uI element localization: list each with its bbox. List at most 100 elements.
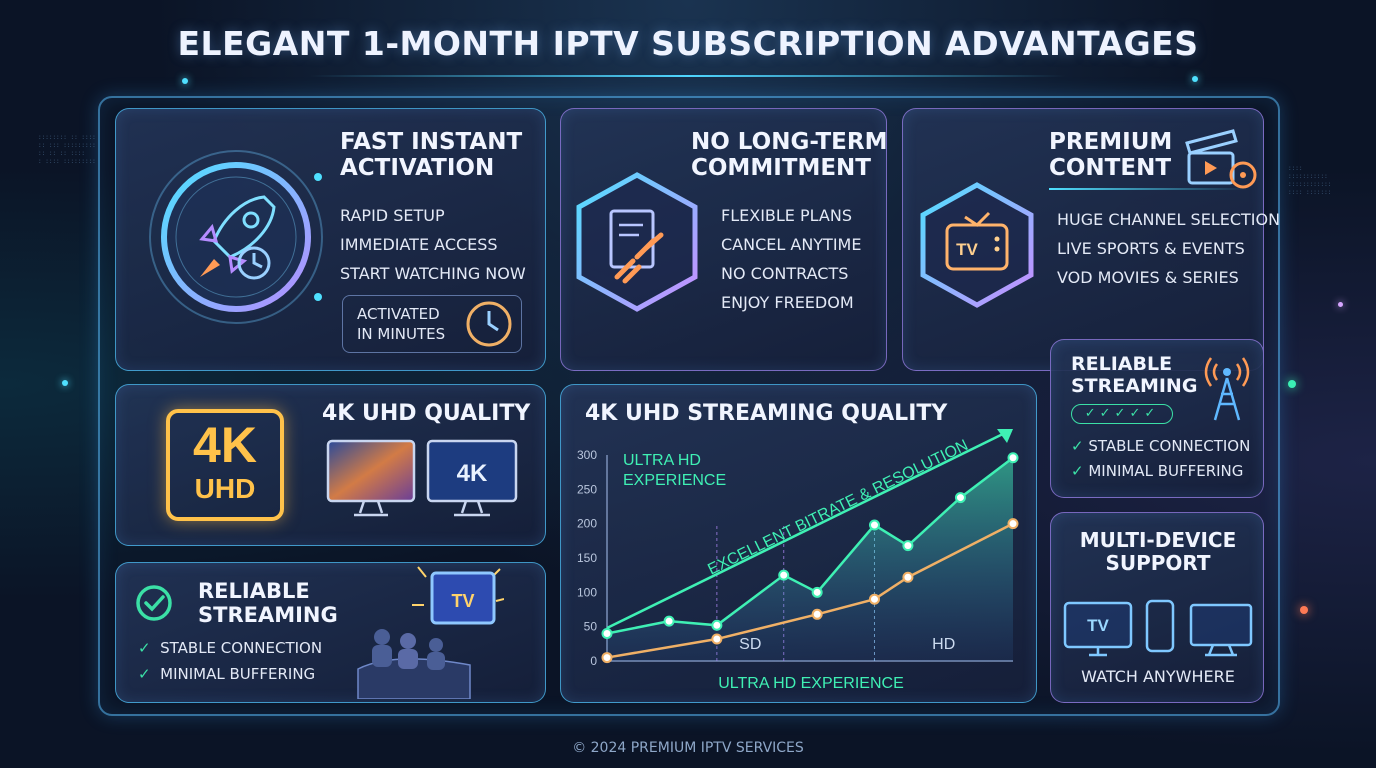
series-line xyxy=(606,522,1014,659)
commitment-panel: NO LONG-TERM COMMITMENT FLEXIBLE PLANS C… xyxy=(560,108,888,371)
list-item: HUGE CHANNEL SELECTION xyxy=(1057,210,1281,229)
reliable-left-panel: RELIABLE STREAMING ✓ STABLE CONNECTION ✓… xyxy=(115,562,546,703)
check-circle-icon xyxy=(136,585,172,621)
chart-title: 4K UHD STREAMING QUALITY xyxy=(585,401,948,426)
data-point xyxy=(811,586,823,598)
glow-dot xyxy=(62,380,68,386)
premium-title-underline xyxy=(1049,188,1249,190)
list-item: ✓ MINIMAL BUFFERING xyxy=(138,661,322,687)
y-tick-label: 150 xyxy=(577,551,597,565)
reliable-left-list: ✓ STABLE CONNECTION ✓ MINIMAL BUFFERING xyxy=(138,635,322,687)
data-point xyxy=(778,569,790,581)
main-frame xyxy=(98,96,1280,716)
deco-code-right: :::: ::::::::::: :::::::::::: :::: :::::… xyxy=(1288,165,1332,196)
data-point xyxy=(954,492,966,504)
chart-inset-label-line2: EXPERIENCE xyxy=(623,472,726,489)
premium-title: PREMIUM CONTENT xyxy=(1049,129,1172,182)
uhd-title: 4K UHD QUALITY xyxy=(322,401,531,426)
uhd-badge-bottom: UHD xyxy=(194,473,256,504)
commitment-list: FLEXIBLE PLANS CANCEL ANYTIME NO CONTRAC… xyxy=(721,201,861,317)
trend-arrow-head xyxy=(997,429,1013,443)
y-tick-label: 250 xyxy=(577,482,597,496)
activation-title-line2: ACTIVATION xyxy=(340,155,495,182)
check-icon: ✓ xyxy=(138,639,151,657)
data-point xyxy=(1007,518,1019,530)
list-item: FLEXIBLE PLANS xyxy=(721,206,852,225)
list-item: ENJOY FREEDOM xyxy=(721,293,854,312)
data-point xyxy=(601,628,613,640)
reliable-right-panel: RELIABLE STREAMING ✓✓✓✓✓ ✓ STABLE CONNEC… xyxy=(1050,339,1264,498)
clapperboard-icon xyxy=(1185,129,1257,189)
y-tick-label: 0 xyxy=(590,654,597,668)
tv-illustration-label: TV xyxy=(451,591,474,611)
y-tick-label: 100 xyxy=(577,585,597,599)
data-point xyxy=(811,608,823,620)
reliable-right-title: RELIABLE STREAMING xyxy=(1071,353,1197,398)
glow-dot xyxy=(1300,606,1308,614)
chart-panel: 4K UHD STREAMING QUALITY ULTRA HD EXPERI… xyxy=(560,384,1037,703)
uhd-badge-top: 4K xyxy=(193,417,257,473)
list-item: LIVE SPORTS & EVENTS xyxy=(1057,239,1245,258)
data-point xyxy=(902,571,914,583)
data-point xyxy=(711,633,723,645)
streaming-quality-chart: ULTRA HD EXPERIENCE 050100150200250300SD… xyxy=(577,429,1019,692)
monitor-4k-label: 4K xyxy=(457,460,488,487)
commitment-title: NO LONG-TERM COMMITMENT xyxy=(691,129,888,182)
list-item: VOD MOVIES & SERIES xyxy=(1057,268,1239,287)
reliable-right-list: ✓ STABLE CONNECTION ✓ MINIMAL BUFFERING xyxy=(1071,434,1250,484)
multidevice-panel: MULTI-DEVICE SUPPORT TV WATCH ANYWHERE xyxy=(1050,512,1264,703)
data-point xyxy=(868,593,880,605)
multidevice-caption: WATCH ANYWHERE xyxy=(1081,667,1235,686)
data-point xyxy=(663,615,675,627)
uhd-panel: 4K UHD 4K UHD QUALITY 4K xyxy=(115,384,546,546)
data-point xyxy=(601,652,613,664)
glow-dot xyxy=(1338,302,1343,307)
footer-copyright: © 2024 PREMIUM IPTV SERVICES xyxy=(572,740,804,756)
uhd-badge: 4K UHD xyxy=(166,409,284,521)
list-item-label: STABLE CONNECTION xyxy=(1088,437,1251,455)
data-point xyxy=(902,540,914,552)
reliable-left-title-line2: STREAMING xyxy=(198,603,338,628)
glow-dot xyxy=(1192,76,1198,82)
rocket-icon xyxy=(149,150,323,324)
data-point xyxy=(711,619,723,631)
reliable-right-title-line1: RELIABLE xyxy=(1071,353,1173,375)
multidevice-title: MULTI-DEVICE SUPPORT xyxy=(1051,529,1265,575)
tv-icon: TV xyxy=(920,182,1034,308)
reliable-left-title-line1: RELIABLE xyxy=(198,579,310,603)
tv-icon-label: TV xyxy=(956,240,978,259)
devices-icon: TV xyxy=(1063,599,1253,657)
list-item-label: MINIMAL BUFFERING xyxy=(1088,462,1244,480)
y-tick-label: 300 xyxy=(577,448,597,462)
commitment-title-line1: NO LONG-TERM xyxy=(691,129,888,155)
list-item-label: MINIMAL BUFFERING xyxy=(160,665,316,683)
badge-line1: ACTIVATED xyxy=(357,305,440,323)
series-area xyxy=(607,457,1013,661)
premium-title-line2: CONTENT xyxy=(1049,155,1172,182)
reliable-left-title: RELIABLE STREAMING xyxy=(198,579,338,627)
broken-contract-icon xyxy=(576,172,698,312)
premium-title-line1: PREMIUM xyxy=(1049,129,1173,155)
monitor-4k-icon: 4K xyxy=(426,439,518,517)
y-tick-label: 50 xyxy=(584,620,598,634)
clock-icon xyxy=(466,301,512,347)
page-title: ELEGANT 1-MONTH IPTV SUBSCRIPTION ADVANT… xyxy=(177,24,1199,63)
activation-title: FAST INSTANT ACTIVATION xyxy=(340,129,522,182)
activation-title-line1: FAST INSTANT xyxy=(340,129,523,155)
device-tv-label: TV xyxy=(1087,616,1109,635)
glow-dot xyxy=(1288,380,1296,388)
activated-badge: ACTIVATED IN MINUTES xyxy=(342,295,522,353)
deco-code-left: :::::::: :: :::: :: ::: ::::::::: :: :: … xyxy=(38,134,96,165)
data-point xyxy=(1007,452,1019,464)
activation-panel: FAST INSTANT ACTIVATION RAPID SETUP IMME… xyxy=(115,108,546,371)
list-item-label: STABLE CONNECTION xyxy=(160,639,323,657)
list-item: START WATCHING NOW xyxy=(340,264,526,283)
audience-tv-illustration: TV xyxy=(357,566,504,699)
premium-list: HUGE CHANNEL SELECTION LIVE SPORTS & EVE… xyxy=(1057,205,1280,292)
commitment-title-line2: COMMITMENT xyxy=(691,155,871,182)
title-underline xyxy=(310,75,1066,77)
list-item: ✓ STABLE CONNECTION xyxy=(138,635,322,661)
list-item: RAPID SETUP xyxy=(340,206,445,225)
check-icon: ✓ xyxy=(1071,437,1084,455)
chart-inset-label-line1: ULTRA HD xyxy=(623,452,701,469)
